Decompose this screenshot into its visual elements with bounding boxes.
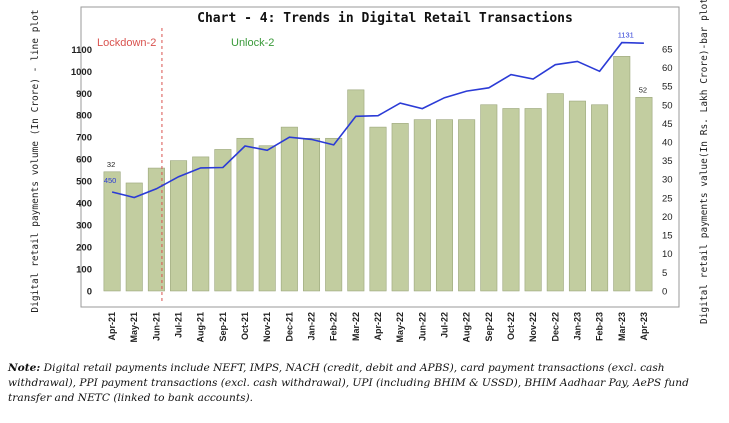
bar-Dec-21 <box>280 126 298 292</box>
bar-Oct-21 <box>236 137 254 292</box>
x-tick-label: Sep-21 <box>218 312 228 342</box>
bar-Nov-22 <box>524 108 542 292</box>
bar-Apr-21 <box>103 171 121 292</box>
bar-Jun-21 <box>147 167 165 292</box>
bar-data-label: 52 <box>639 85 647 94</box>
x-tick-label: Jan-22 <box>307 312 317 341</box>
annotation-lockdown: Lockdown-2 <box>97 37 156 49</box>
bar-Jan-23 <box>568 100 586 292</box>
x-tick-label: Jul-21 <box>174 312 184 338</box>
right-tick-label: 55 <box>662 82 673 93</box>
bar-Sep-22 <box>480 104 498 292</box>
x-tick-label: Apr-22 <box>373 312 383 341</box>
x-tick-label: Aug-22 <box>462 312 472 343</box>
bar-Dec-22 <box>546 93 564 292</box>
line-data-label: 450 <box>104 176 117 185</box>
left-axis-title: Digital retail payments volume (In Crore… <box>30 9 41 312</box>
bar-Jun-22 <box>413 119 431 292</box>
x-tick-label: Nov-22 <box>528 312 538 342</box>
right-tick-label: 20 <box>662 212 673 223</box>
bar-Mar-23 <box>613 56 631 292</box>
right-tick-label: 40 <box>662 138 673 149</box>
chart: Chart - 4: Trends in Digital Retail Tran… <box>30 0 710 343</box>
right-tick-label: 65 <box>662 44 673 55</box>
x-tick-label: Jul-22 <box>439 312 449 338</box>
bar-Feb-22 <box>325 137 343 292</box>
x-tick-label: Apr-23 <box>639 312 649 341</box>
right-tick-label: 60 <box>662 63 673 74</box>
x-tick-label: Feb-22 <box>329 312 339 341</box>
left-tick-label: 300 <box>76 220 92 231</box>
x-tick-label: May-21 <box>129 312 139 343</box>
left-tick-label: 1000 <box>71 67 92 78</box>
bar-Apr-23 <box>635 97 653 292</box>
left-tick-label: 100 <box>76 264 92 275</box>
x-tick-label: Jan-23 <box>572 312 582 341</box>
chart-svg: Chart - 4: Trends in Digital Retail Tran… <box>30 0 710 343</box>
note-text: Digital retail payments include NEFT, IM… <box>8 362 689 404</box>
right-tick-label: 0 <box>662 286 667 297</box>
bar-Jul-21 <box>170 160 188 292</box>
x-tick-label: Mar-23 <box>617 312 627 341</box>
bar-Nov-21 <box>258 145 276 292</box>
bar-data-label: 32 <box>107 160 115 169</box>
x-tick-label: Aug-21 <box>196 312 206 343</box>
x-tick-label: Jun-21 <box>151 312 161 341</box>
x-tick-label: Feb-23 <box>595 312 605 341</box>
bar-Jan-22 <box>303 137 321 292</box>
bar-May-22 <box>391 123 409 292</box>
right-tick-label: 10 <box>662 249 673 260</box>
bar-Apr-22 <box>369 126 387 292</box>
x-tick-label: Oct-22 <box>506 312 516 340</box>
x-tick-label: Apr-21 <box>107 312 117 341</box>
right-tick-label: 30 <box>662 175 673 186</box>
bar-Sep-21 <box>214 149 232 292</box>
x-tick-label: Oct-21 <box>240 312 250 340</box>
volume-line <box>111 41 644 199</box>
right-tick-label: 35 <box>662 156 673 167</box>
x-tick-label: Nov-21 <box>262 312 272 342</box>
right-tick-label: 50 <box>662 100 673 111</box>
bar-May-21 <box>125 182 143 292</box>
left-tick-label: 1100 <box>71 45 92 56</box>
left-tick-label: 700 <box>76 133 92 144</box>
left-tick-label: 600 <box>76 155 92 166</box>
bar-Aug-22 <box>458 119 476 292</box>
right-tick-label: 15 <box>662 231 673 242</box>
left-tick-label: 800 <box>76 111 92 122</box>
x-tick-label: Sep-22 <box>484 312 494 342</box>
x-tick-label: Dec-22 <box>550 312 560 342</box>
left-tick-label: 400 <box>76 199 92 210</box>
bar-Feb-23 <box>591 104 609 292</box>
bar-Oct-22 <box>502 108 520 292</box>
left-tick-label: 0 <box>87 286 92 297</box>
left-tick-label: 200 <box>76 242 92 253</box>
right-tick-label: 25 <box>662 193 673 204</box>
x-tick-label: May-22 <box>395 312 405 343</box>
right-tick-label: 45 <box>662 119 673 130</box>
line-data-label: 1131 <box>618 31 634 40</box>
x-tick-label: Mar-22 <box>351 312 361 341</box>
x-tick-label: Jun-22 <box>417 312 427 341</box>
right-axis-title: Digital retail payments value(In Rs. Lak… <box>699 0 710 324</box>
left-tick-label: 500 <box>76 177 92 188</box>
chart-title: Chart - 4: Trends in Digital Retail Tran… <box>197 11 573 26</box>
annotation-unlock: Unlock-2 <box>231 37 274 49</box>
x-tick-label: Dec-21 <box>284 312 294 342</box>
left-tick-label: 900 <box>76 89 92 100</box>
bar-Aug-21 <box>192 156 210 292</box>
bar-Jul-22 <box>435 119 453 292</box>
note: Note: Digital retail payments include NE… <box>8 361 720 406</box>
right-tick-label: 5 <box>662 268 667 279</box>
bar-Mar-22 <box>347 89 365 292</box>
note-label: Note: <box>8 362 41 374</box>
